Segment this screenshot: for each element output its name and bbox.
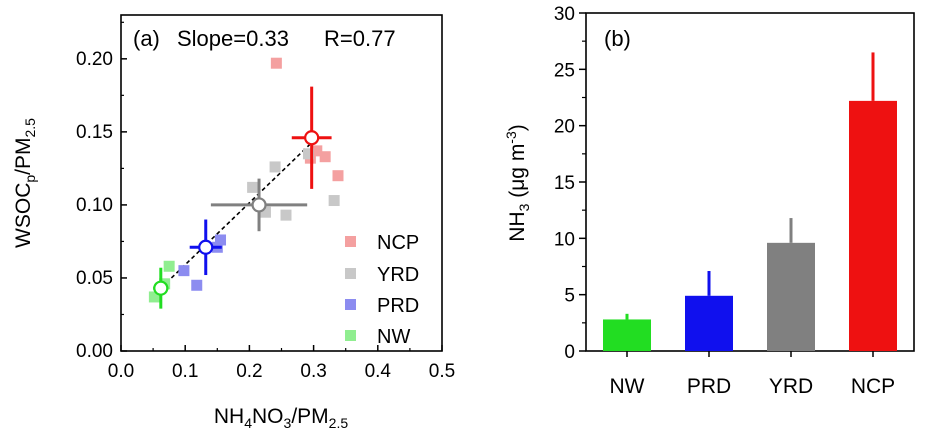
scatter-point-prd [178,265,190,277]
y-tick-label-a: 0.15 [76,122,113,143]
y-tick-label-b: 10 [554,229,575,250]
scatter-point-ncp [311,145,323,157]
legend-label-yrd: YRD [377,264,419,286]
legend-label-prd: PRD [377,295,419,317]
scatter-point-prd [215,234,227,246]
y-tick-label-b: 30 [554,4,575,25]
r-annotation: R=0.77 [324,26,396,51]
mean-marker-ncp [304,130,320,146]
mean-markers [153,86,332,309]
y-tick-label-a: 0.00 [76,341,113,362]
x-axis-title-a: NH4NO3/PM2.5 [214,405,348,431]
scatter-point-yrd [269,161,281,173]
x-tick-label-nw: NW [610,375,645,398]
mean-marker-prd [198,239,214,255]
y-tick-label-b: 0 [564,342,575,363]
bar-nw [603,319,651,351]
legend-label-nw: NW [377,326,410,348]
bar-yrd [767,242,815,351]
x-tick-label-a: 0.5 [429,361,455,382]
panel-label-a: (a) [133,26,160,51]
panel-label-b: (b) [604,26,631,51]
mean-marker-nw [153,280,169,296]
mean-marker-yrd [251,197,267,213]
panel-b-ticks: NW PRD YRD NCP 0 5 10 15 20 25 30 [554,4,895,398]
panel-a: 0.0 0.1 0.2 0.3 0.4 0.5 0.00 0.05 0.10 0.15 0.20 (… [12,14,455,431]
x-tick-label-ncp: NCP [851,375,895,398]
legend-marker-ncp [345,236,356,247]
x-tick-label-a: 0.2 [236,361,262,382]
y-tick-label-b: 15 [554,173,575,194]
y-tick-label-b: 25 [554,60,575,81]
scatter-point-yrd [302,148,314,160]
y-tick-label-b: 5 [564,286,575,307]
bar-ncp [849,100,897,351]
scatter-point-yrd [247,181,259,193]
scatter-points [148,57,344,303]
scatter-point-yrd [280,209,292,221]
y-tick-label-a: 0.20 [76,49,113,70]
y-axis-title-a: WSOCp/PM2.5 [12,118,38,248]
y-tick-label-a: 0.10 [76,195,113,216]
scatter-point-yrd [328,195,340,207]
scatter-point-ncp [319,151,331,163]
scatter-point-prd [191,279,203,291]
y-tick-label-a: 0.05 [76,268,113,289]
bar-prd [685,295,733,351]
scatter-point-yrd [259,206,271,218]
scatter-point-nw [163,260,175,272]
slope-annotation: Slope=0.33 [177,26,289,51]
scatter-point-nw [148,291,160,303]
x-tick-label-yrd: YRD [769,375,813,398]
scatter-point-ncp [332,170,344,182]
legend-marker-nw [345,330,356,341]
legend-marker-yrd [345,268,356,279]
legend-marker-prd [345,299,356,310]
legend-label-ncp: NCP [377,232,419,254]
panel-b: NW PRD YRD NCP 0 5 10 15 20 25 30 (b) NH3 (μg m-3) [503,4,915,398]
y-axis-title-b: NH3 (μg m-3) [503,124,532,242]
x-tick-label-a: 0.1 [172,361,198,382]
y-tick-label-b: 20 [554,117,575,138]
x-tick-label-a: 0.4 [365,361,392,382]
x-tick-label-a: 0.0 [108,361,134,382]
bars [603,52,897,351]
x-tick-label-prd: PRD [687,375,731,398]
scatter-point-ncp [270,57,282,69]
panel-a-ticks: 0.0 0.1 0.2 0.3 0.4 0.5 0.00 0.05 0.10 0.15 0.20 [76,21,455,382]
x-tick-label-a: 0.3 [300,361,326,382]
legend: NCP YRD PRD NW [345,232,419,348]
